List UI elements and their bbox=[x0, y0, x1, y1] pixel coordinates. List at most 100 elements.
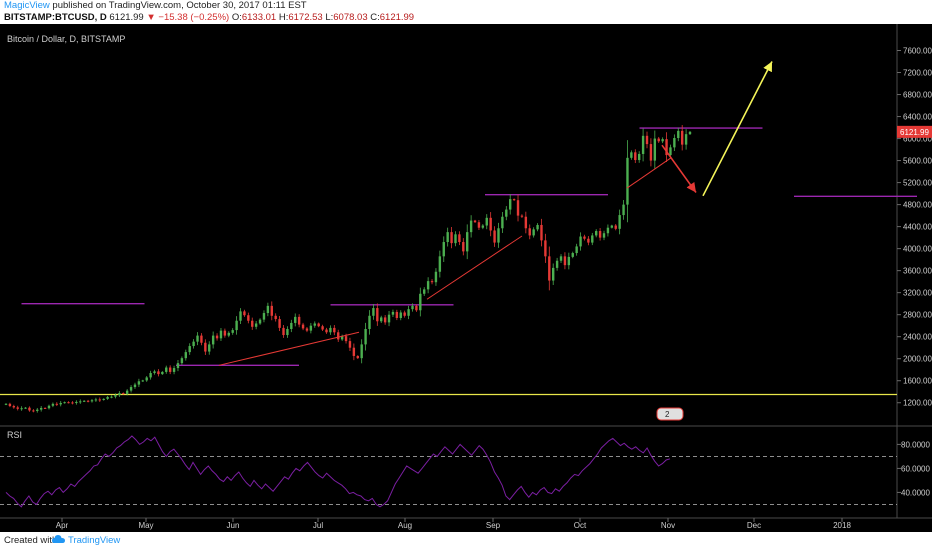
candle bbox=[125, 390, 129, 394]
candle bbox=[90, 400, 94, 402]
candle bbox=[630, 152, 633, 158]
candle bbox=[473, 220, 477, 223]
candle bbox=[606, 227, 610, 234]
candle bbox=[180, 358, 184, 364]
projection-up-arrow[interactable] bbox=[702, 61, 773, 197]
candle bbox=[55, 403, 59, 405]
candle bbox=[661, 139, 664, 142]
chart-canvas[interactable]: Bitcoin / Dollar, D, BITSTAMP RSI 1200.0… bbox=[0, 24, 932, 532]
rsi-tick-label: 60.0000 bbox=[901, 464, 930, 473]
candle bbox=[286, 328, 289, 336]
created-with-label: Created with bbox=[4, 535, 58, 546]
price-change: −15.38 (−0.25%) bbox=[158, 12, 230, 23]
candle bbox=[98, 399, 102, 401]
candle bbox=[411, 305, 414, 310]
author-link[interactable]: MagicView bbox=[4, 0, 50, 11]
candle bbox=[301, 324, 305, 329]
candle bbox=[317, 323, 320, 327]
candle bbox=[391, 311, 395, 315]
event-marker[interactable] bbox=[656, 407, 684, 421]
price-tick-label: 5600.00 bbox=[903, 157, 932, 166]
last-price-tag bbox=[897, 125, 932, 138]
candle bbox=[442, 242, 445, 257]
footer: Created with TradingView bbox=[0, 532, 932, 550]
candle bbox=[532, 229, 535, 236]
candle bbox=[219, 330, 223, 339]
candle bbox=[462, 242, 465, 252]
candle bbox=[243, 311, 246, 316]
candle bbox=[669, 147, 672, 156]
candle bbox=[395, 311, 399, 318]
candle bbox=[110, 396, 113, 398]
trend-line[interactable] bbox=[426, 235, 523, 300]
rsi-line[interactable] bbox=[5, 435, 671, 508]
candle bbox=[434, 271, 438, 283]
price-tick-label: 6800.00 bbox=[903, 91, 932, 100]
candle bbox=[227, 332, 230, 336]
rsi-tick-label: 40.0000 bbox=[901, 488, 930, 497]
candle bbox=[278, 319, 281, 328]
candle bbox=[598, 231, 602, 238]
candle bbox=[235, 320, 238, 331]
candle bbox=[657, 138, 660, 142]
publish-line: MagicView published on TradingView.com, … bbox=[4, 0, 307, 12]
candle bbox=[337, 332, 340, 340]
candle bbox=[505, 209, 508, 217]
candle bbox=[512, 199, 516, 201]
candle bbox=[133, 384, 137, 388]
candle bbox=[122, 393, 125, 395]
candle bbox=[626, 157, 629, 205]
last-price: 6121.99 bbox=[109, 12, 144, 23]
low-label: L: bbox=[325, 12, 334, 23]
price-tick-label: 3200.00 bbox=[903, 289, 932, 298]
candle bbox=[102, 398, 105, 400]
candle bbox=[200, 335, 203, 343]
candle bbox=[51, 403, 55, 406]
candle bbox=[380, 317, 383, 322]
close-value: 6121.99 bbox=[379, 12, 415, 23]
candle bbox=[118, 393, 121, 396]
candle bbox=[528, 228, 531, 236]
candle bbox=[372, 308, 375, 316]
candle bbox=[32, 410, 35, 412]
candle bbox=[637, 153, 641, 161]
time-tick-label: Aug bbox=[398, 521, 412, 530]
price-tick-label: 7600.00 bbox=[903, 47, 932, 56]
candle bbox=[622, 204, 625, 216]
candle bbox=[4, 403, 8, 405]
close-label: C: bbox=[370, 12, 380, 23]
price-tick-label: 1600.00 bbox=[903, 377, 932, 386]
candle bbox=[8, 403, 12, 407]
candle bbox=[258, 319, 262, 324]
candle bbox=[114, 395, 117, 397]
candle bbox=[313, 323, 316, 326]
candle bbox=[137, 381, 141, 385]
candle bbox=[360, 344, 363, 359]
candle bbox=[383, 317, 387, 323]
price-tick-label: 3600.00 bbox=[903, 267, 932, 276]
open-label: O: bbox=[231, 12, 242, 23]
candle bbox=[129, 387, 133, 391]
tradingview-brand[interactable]: TradingView bbox=[68, 535, 121, 546]
candle bbox=[688, 131, 692, 135]
projection-down-arrow[interactable] bbox=[661, 144, 697, 193]
candle bbox=[680, 130, 684, 145]
candle bbox=[419, 293, 422, 311]
price-tick-label: 6400.00 bbox=[903, 113, 932, 122]
trend-line[interactable] bbox=[626, 157, 672, 189]
candle bbox=[368, 315, 371, 329]
time-tick-label: Jul bbox=[313, 521, 323, 530]
candle bbox=[583, 236, 586, 239]
trend-line[interactable] bbox=[218, 331, 360, 366]
time-tick-label: Sep bbox=[486, 521, 501, 530]
tradingview-logo-icon[interactable] bbox=[51, 533, 66, 550]
candle bbox=[251, 320, 254, 327]
price-tick-label: 2400.00 bbox=[903, 333, 932, 342]
candle bbox=[12, 406, 16, 408]
candle bbox=[454, 234, 457, 244]
price-tick-label: 2000.00 bbox=[903, 355, 932, 364]
candle bbox=[407, 309, 410, 316]
candle bbox=[594, 231, 598, 236]
time-tick-label: May bbox=[138, 521, 153, 530]
candle bbox=[20, 408, 23, 410]
